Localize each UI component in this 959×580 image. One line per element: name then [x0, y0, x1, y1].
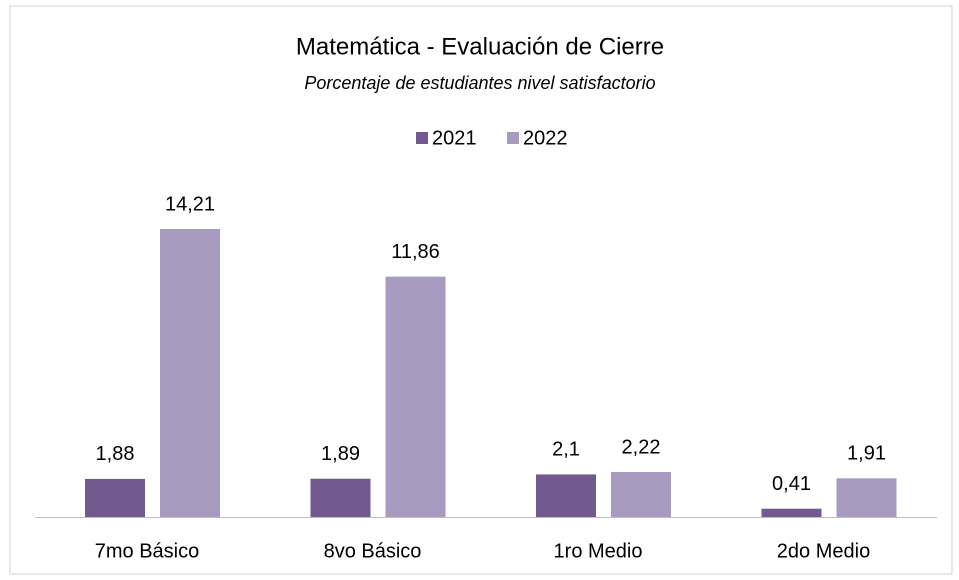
legend-label: 2021 — [432, 127, 477, 149]
data-label: 0,41 — [772, 473, 811, 495]
bar — [761, 508, 822, 517]
x-tick-label: 8vo Básico — [324, 540, 422, 562]
chart-title: Matemática - Evaluación de Cierre — [296, 33, 664, 60]
bar — [85, 478, 145, 517]
x-tick-label: 7mo Básico — [95, 540, 200, 562]
data-label: 11,86 — [391, 241, 440, 263]
data-label: 1,91 — [847, 443, 886, 465]
data-label: 2,22 — [622, 436, 661, 458]
bar — [536, 474, 596, 517]
data-label: 2,1 — [552, 439, 580, 461]
bar — [385, 276, 446, 517]
bar — [310, 478, 371, 517]
legend-swatch — [416, 132, 428, 144]
legend-label: 2022 — [523, 127, 568, 149]
chart-subtitle: Porcentaje de estudiantes nivel satisfac… — [304, 73, 655, 93]
data-label: 1,88 — [96, 443, 135, 465]
bar — [611, 472, 671, 517]
bar — [160, 229, 220, 517]
x-tick-label: 2do Medio — [777, 540, 870, 562]
legend-swatch — [507, 132, 519, 144]
x-tick-label: 1ro Medio — [554, 540, 643, 562]
data-label: 1,89 — [321, 443, 360, 465]
bar — [836, 478, 897, 517]
data-label: 14,21 — [165, 193, 215, 215]
